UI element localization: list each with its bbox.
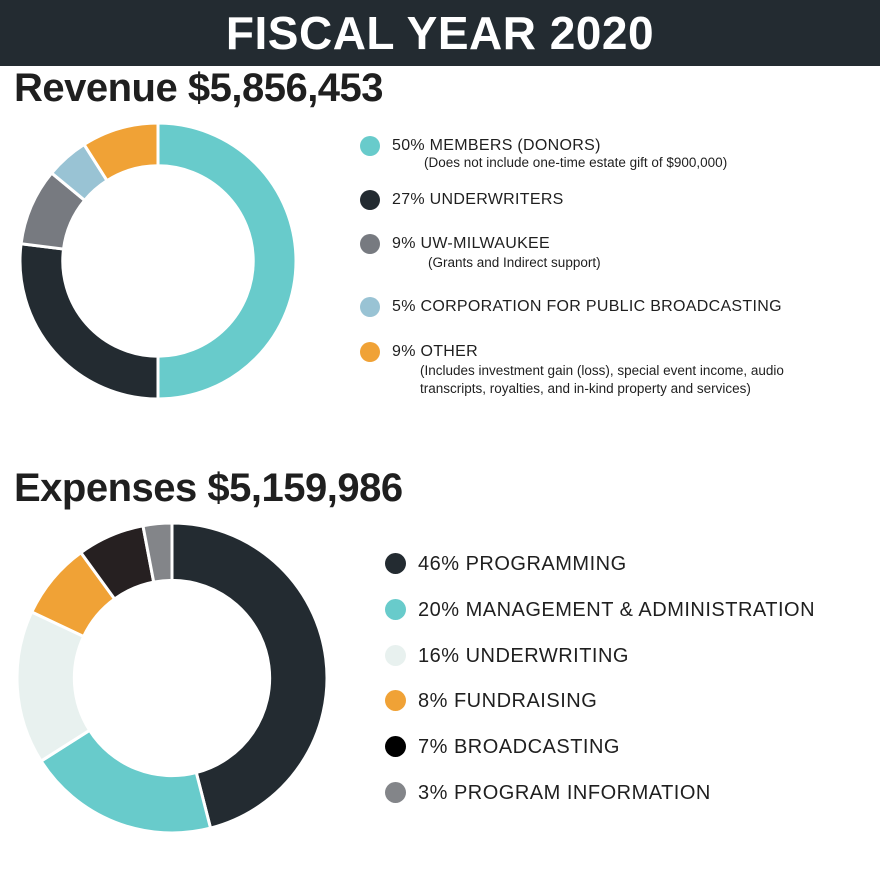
revenue-slice-members-donors [156,121,298,401]
revenue-legend-swatch [360,342,380,362]
revenue-legend-note: (Grants and Indirect support) [428,255,601,270]
revenue-legend-swatch [360,136,380,156]
expenses-legend-label: 3% PROGRAM INFORMATION [418,782,711,804]
expenses-slice-program-information [141,521,174,584]
revenue-legend-label: 5% CORPORATION FOR PUBLIC BROADCASTING [392,298,782,315]
expenses-title: Expenses $5,159,986 [14,466,403,510]
expenses-legend-label: 16% UNDERWRITING [418,645,629,667]
expenses-donut-chart [15,521,329,835]
page-title: FISCAL YEAR 2020 [225,7,655,59]
revenue-legend-note: transcripts, royalties, and in-kind prop… [420,381,751,396]
expenses-legend-swatch [385,599,406,620]
revenue-slice-underwriters [18,242,160,401]
expenses-legend-swatch [385,645,406,666]
revenue-title: Revenue $5,856,453 [14,66,384,110]
revenue-slice-other [82,121,160,183]
expenses-legend-label: 8% FUNDRAISING [418,690,598,712]
expenses-legend-swatch [385,782,406,803]
expenses-legend-label: 7% BROADCASTING [418,736,620,758]
header-banner: FISCAL YEAR 2020 [0,0,880,66]
revenue-legend-swatch [360,190,380,210]
expenses-slice-programming [170,521,329,830]
revenue-donut-chart [18,121,298,401]
expenses-legend-swatch [385,553,406,574]
expenses-legend-swatch [385,690,406,711]
expenses-legend-label: 20% MANAGEMENT & ADMINISTRATION [418,599,816,621]
revenue-legend-label: 50% MEMBERS (DONORS) [392,137,601,154]
revenue-legend-swatch [360,234,380,254]
revenue-legend-label: 9% UW-MILWAUKEE [392,235,550,252]
revenue-legend-label: 9% OTHER [392,343,478,360]
revenue-legend-note: (Does not include one-time estate gift o… [424,155,728,170]
revenue-legend-note: (Includes investment gain (loss), specia… [420,363,784,378]
expenses-legend-label: 46% PROGRAMMING [418,553,627,575]
expenses-legend-swatch [385,736,406,757]
revenue-legend-label: 27% UNDERWRITERS [392,191,564,208]
revenue-legend-swatch [360,297,380,317]
